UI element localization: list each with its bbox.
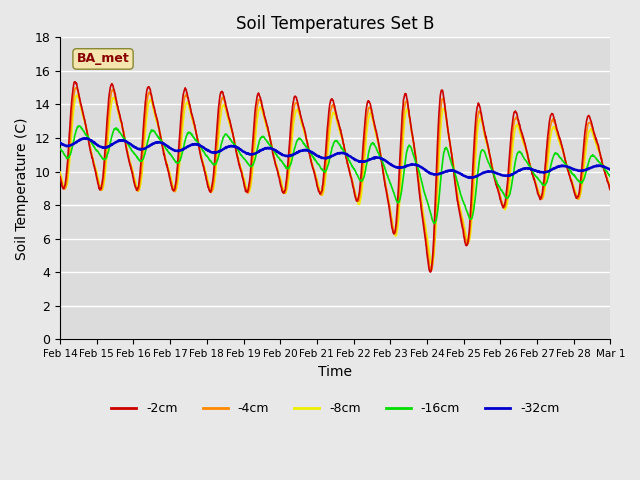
Text: BA_met: BA_met [77,52,129,65]
Legend: -2cm, -4cm, -8cm, -16cm, -32cm: -2cm, -4cm, -8cm, -16cm, -32cm [106,397,564,420]
Y-axis label: Soil Temperature (C): Soil Temperature (C) [15,117,29,260]
Title: Soil Temperatures Set B: Soil Temperatures Set B [236,15,435,33]
X-axis label: Time: Time [318,365,352,379]
